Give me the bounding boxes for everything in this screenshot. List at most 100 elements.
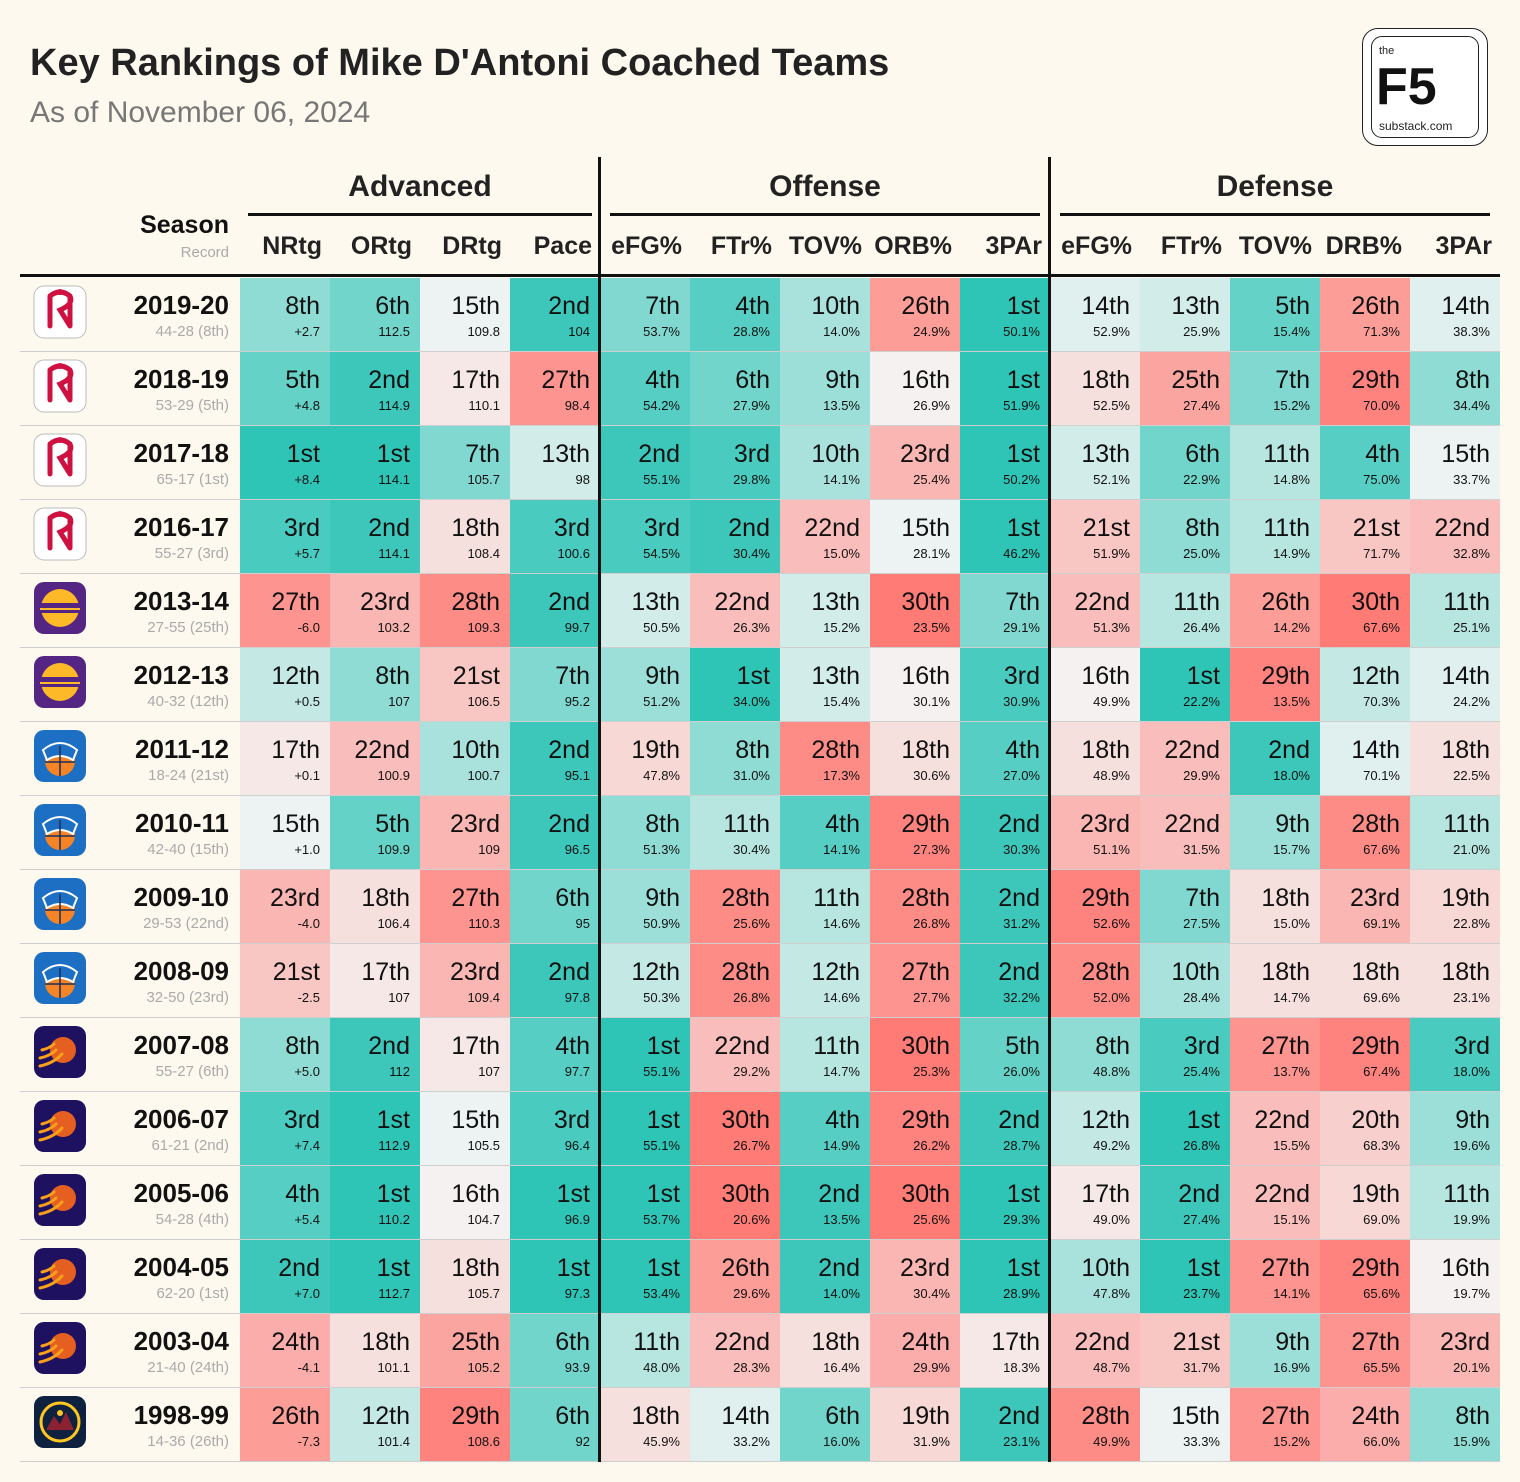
column-header: TOV%: [1239, 232, 1312, 260]
stat-value: 96.4: [565, 1138, 590, 1153]
stat-value: 16.4%: [823, 1360, 860, 1375]
stat-value: 51.3%: [643, 842, 680, 857]
rank-cell: [1050, 870, 1140, 944]
record-label: 53-29 (5th): [156, 397, 229, 414]
rank-cell: [690, 1166, 780, 1240]
stat-value: 51.1%: [1093, 842, 1130, 857]
row-separator: [20, 1461, 1500, 1462]
record-label: 18-24 (21st): [148, 767, 229, 784]
stat-value: 95.1: [565, 768, 590, 783]
rank-cell: [330, 1018, 420, 1092]
rank-cell: [1410, 500, 1500, 574]
stat-value: 70.3%: [1363, 694, 1400, 709]
group-header-0: Advanced: [348, 170, 491, 203]
stat-value: 31.0%: [733, 768, 770, 783]
column-header: ORtg: [351, 232, 412, 260]
stat-value: 105.7: [467, 472, 500, 487]
stat-value: +5.4: [294, 1212, 320, 1227]
stat-value: 27.5%: [1183, 916, 1220, 931]
rank-label: 25th: [1171, 366, 1220, 394]
stat-value: 96.5: [565, 842, 590, 857]
rank-cell: [1050, 1240, 1140, 1314]
column-header: FTr%: [711, 232, 772, 260]
rank-cell: [1230, 1314, 1320, 1388]
rank-label: 1st: [647, 1180, 680, 1208]
stat-value: 14.6%: [823, 916, 860, 931]
stat-value: 67.6%: [1363, 842, 1400, 857]
rank-label: 22nd: [1434, 514, 1490, 542]
rank-label: 8th: [285, 1032, 320, 1060]
rank-cell: [1320, 796, 1410, 870]
suns-logo-icon-12: [34, 1174, 86, 1226]
nuggets-logo-ring: [39, 1401, 81, 1443]
rank-label: 27th: [1261, 1032, 1310, 1060]
rank-cell: [420, 648, 510, 722]
suns-logo-icon-10: [34, 1026, 86, 1078]
rank-label: 28th: [901, 884, 950, 912]
stat-value: 104.7: [467, 1212, 500, 1227]
stat-value: 48.0%: [643, 1360, 680, 1375]
rank-label: 14th: [1441, 662, 1490, 690]
rank-label: 30th: [721, 1180, 770, 1208]
stat-value: 71.7%: [1363, 546, 1400, 561]
rank-cell: [1320, 944, 1410, 1018]
stat-value: 13.7%: [1273, 1064, 1310, 1079]
rank-cell: [870, 944, 960, 1018]
rank-label: 3rd: [1454, 1032, 1490, 1060]
rank-label: 1st: [557, 1254, 590, 1282]
rank-cell: [600, 1018, 690, 1092]
stat-value: 14.9%: [1273, 546, 1310, 561]
rank-label: 1st: [1007, 366, 1040, 394]
stat-value: 71.3%: [1363, 324, 1400, 339]
row-separator: [20, 499, 1500, 500]
stat-value: 114.1: [378, 546, 410, 561]
rank-cell: [1320, 870, 1410, 944]
column-header: DRtg: [442, 232, 502, 260]
rank-cell: [510, 426, 600, 500]
season-label: 2005-06: [134, 1178, 229, 1208]
rank-label: 19th: [901, 1402, 950, 1430]
rank-cell: [1320, 500, 1410, 574]
rank-label: 16th: [901, 662, 950, 690]
stat-value: 33.3%: [1183, 1434, 1220, 1449]
rank-cell: [1050, 1166, 1140, 1240]
rank-cell: [1410, 1166, 1500, 1240]
column-header: TOV%: [789, 232, 862, 260]
rank-label: 2nd: [998, 810, 1040, 838]
rank-label: 10th: [1081, 1254, 1130, 1282]
record-label: 65-17 (1st): [156, 471, 229, 488]
rank-label: 22nd: [1254, 1106, 1310, 1134]
stat-value: 15.4%: [823, 694, 860, 709]
stat-value: 100.7: [467, 768, 500, 783]
rank-label: 7th: [1005, 588, 1040, 616]
stat-value: +7.4: [294, 1138, 320, 1153]
rank-label: 22nd: [354, 736, 410, 764]
rank-label: 28th: [721, 958, 770, 986]
rank-label: 22nd: [1074, 588, 1130, 616]
rank-label: 8th: [645, 810, 680, 838]
rank-cell: [1320, 426, 1410, 500]
stat-value: 29.8%: [733, 472, 770, 487]
stat-value: 49.9%: [1093, 694, 1130, 709]
rank-label: 2nd: [548, 588, 590, 616]
stat-value: 112.7: [378, 1286, 410, 1301]
rank-cell: [1140, 1314, 1230, 1388]
rank-label: 3rd: [644, 514, 680, 542]
rank-label: 19th: [1351, 1180, 1400, 1208]
rank-cell: [1410, 426, 1500, 500]
group-divider-offense: [598, 157, 601, 1462]
knicks-logo-icon-7: [34, 804, 86, 856]
stat-value: 34.0%: [733, 694, 770, 709]
stat-value: 28.8%: [733, 324, 770, 339]
stat-value: 25.1%: [1453, 620, 1490, 635]
rank-cell: [600, 1240, 690, 1314]
rank-label: 19th: [631, 736, 680, 764]
stat-value: 29.1%: [1003, 620, 1040, 635]
rank-cell: [330, 352, 420, 426]
season-label: 2013-14: [134, 586, 230, 616]
rank-cell: [1230, 870, 1320, 944]
rank-label: 6th: [375, 292, 410, 320]
stat-value: 27.7%: [913, 990, 950, 1005]
rank-cell: [1050, 1388, 1140, 1462]
